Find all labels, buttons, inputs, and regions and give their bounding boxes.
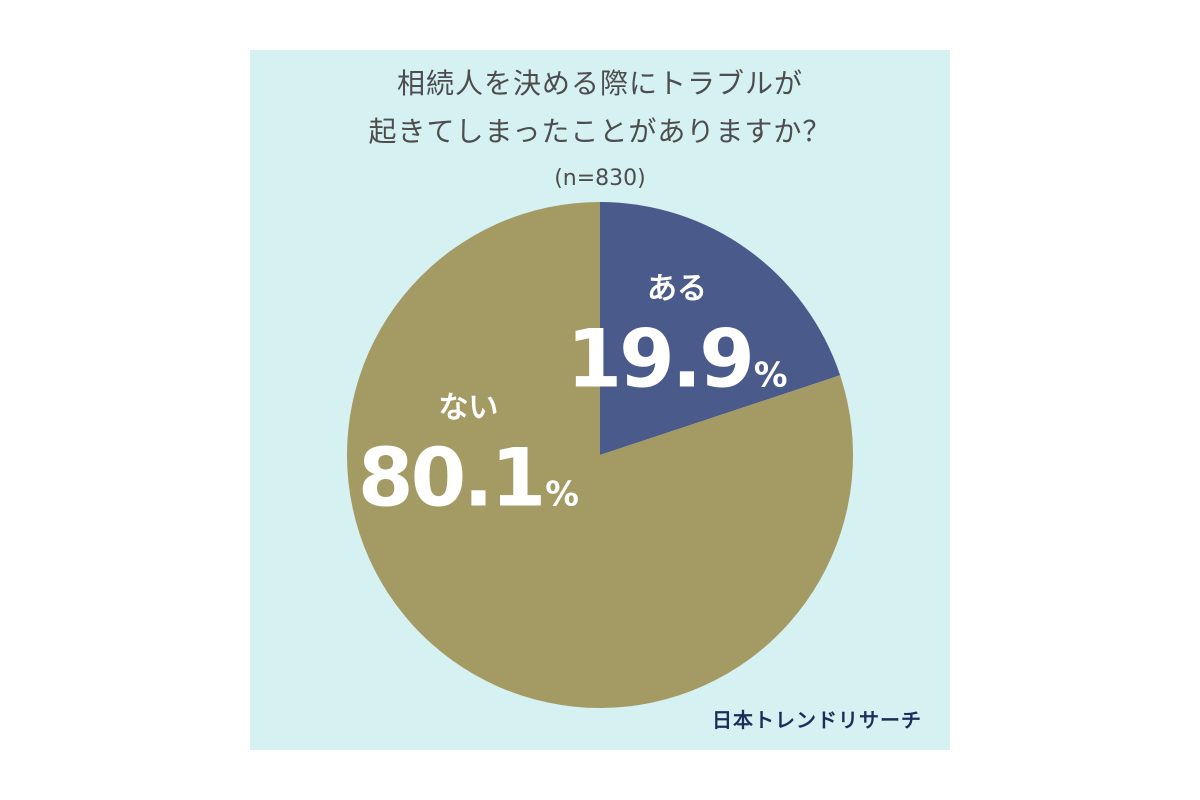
chart-title-line-1: 相続人を決める際にトラブルが [396,67,803,100]
pie-slice-value-0: 19.9% [566,312,787,405]
pie-slice-label-0: ある [647,271,707,306]
pie-labels: ある 19.9% ない 80.1% [358,271,788,524]
chart-title-line-2: 起きてしまったことがありますか？ [368,115,832,148]
pie-slice-value-1: 80.1% [358,432,579,525]
pie-slice-label-1: ない [438,391,498,426]
sample-size: (n=830) [554,166,646,191]
chart-panel: 相続人を決める際にトラブルが 起きてしまったことがありますか？ (n=830) … [250,50,950,750]
pie-slices [347,202,853,709]
pie-slice-1 [347,202,853,709]
brand-logo-text: 日本トレンドリサーチ [712,708,922,732]
pie-slice-0 [600,202,841,455]
pie-chart: ある 19.9% ない 80.1% [347,202,853,709]
